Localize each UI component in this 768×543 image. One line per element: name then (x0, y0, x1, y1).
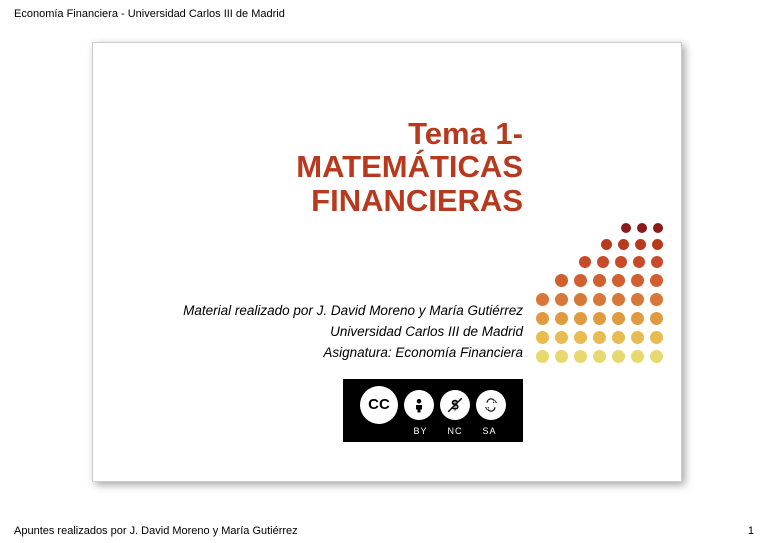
decorative-dot (593, 312, 606, 325)
decorative-dot (555, 350, 568, 363)
cc-sa-icon (476, 390, 506, 420)
decorative-dot (612, 331, 625, 344)
dot-row (536, 223, 663, 233)
decorative-dot (652, 239, 663, 250)
decorative-dot (650, 350, 663, 363)
slide-container: Tema 1- MATEMÁTICAS FINANCIERAS Material… (92, 42, 682, 482)
decorative-dot (536, 312, 549, 325)
decorative-dot (593, 293, 606, 306)
page-number: 1 (748, 525, 754, 537)
decorative-dot (650, 331, 663, 344)
decorative-dot (555, 274, 568, 287)
decorative-dot (593, 331, 606, 344)
decorative-dot (601, 239, 612, 250)
decorative-dot (633, 256, 645, 268)
decorative-dot (631, 331, 644, 344)
subtitle-line-2: Universidad Carlos III de Madrid (183, 322, 523, 343)
cc-icons-row: CC $ (360, 386, 506, 424)
title-line-1: Tema 1- (296, 117, 523, 150)
decorative-dot (650, 274, 663, 287)
dot-row (536, 331, 663, 344)
cc-label-nc: NC (448, 426, 463, 436)
decorative-dot (555, 331, 568, 344)
decorative-dot (555, 312, 568, 325)
cc-by-icon (404, 390, 434, 420)
decorative-dot (631, 274, 644, 287)
subtitle-line-3: Asignatura: Economía Financiera (183, 343, 523, 364)
dot-row (536, 293, 663, 306)
decorative-dot (650, 293, 663, 306)
slide-title: Tema 1- MATEMÁTICAS FINANCIERAS (296, 117, 523, 217)
cc-logo-icon: CC (360, 386, 398, 424)
slide-subtitle: Material realizado por J. David Moreno y… (183, 301, 523, 364)
title-line-2: MATEMÁTICAS (296, 150, 523, 183)
dot-row (536, 350, 663, 363)
dot-row (536, 256, 663, 268)
decorative-dot (574, 312, 587, 325)
decorative-dot (593, 350, 606, 363)
decorative-dot (536, 350, 549, 363)
dot-row (536, 312, 663, 325)
decorative-dot (574, 274, 587, 287)
page-footer-left: Apuntes realizados por J. David Moreno y… (14, 525, 298, 537)
decorative-dot (618, 239, 629, 250)
decorative-dot (631, 350, 644, 363)
decorative-dot (651, 256, 663, 268)
decorative-dot (593, 274, 606, 287)
decorative-dot (612, 274, 625, 287)
decorative-dot (621, 223, 631, 233)
decorative-dot (612, 293, 625, 306)
cc-nc-icon: $ (440, 390, 470, 420)
decorative-dot (574, 331, 587, 344)
cc-license-badge: CC $ BY NC SA (343, 379, 523, 442)
decorative-dot (536, 293, 549, 306)
decorative-dot (612, 312, 625, 325)
cc-labels-row: BY NC SA (413, 426, 496, 436)
subtitle-line-1: Material realizado por J. David Moreno y… (183, 301, 523, 322)
decorative-dot-grid (536, 223, 663, 369)
title-line-3: FINANCIERAS (296, 184, 523, 217)
dot-row (536, 274, 663, 287)
decorative-dot (555, 293, 568, 306)
decorative-dot (631, 312, 644, 325)
cc-label-by: BY (413, 426, 427, 436)
decorative-dot (631, 293, 644, 306)
decorative-dot (615, 256, 627, 268)
page-header: Economía Financiera - Universidad Carlos… (14, 8, 285, 20)
decorative-dot (612, 350, 625, 363)
decorative-dot (597, 256, 609, 268)
decorative-dot (637, 223, 647, 233)
cc-label-sa: SA (483, 426, 497, 436)
decorative-dot (635, 239, 646, 250)
decorative-dot (574, 350, 587, 363)
decorative-dot (536, 331, 549, 344)
decorative-dot (574, 293, 587, 306)
decorative-dot (579, 256, 591, 268)
decorative-dot (650, 312, 663, 325)
decorative-dot (653, 223, 663, 233)
dot-row (536, 239, 663, 250)
